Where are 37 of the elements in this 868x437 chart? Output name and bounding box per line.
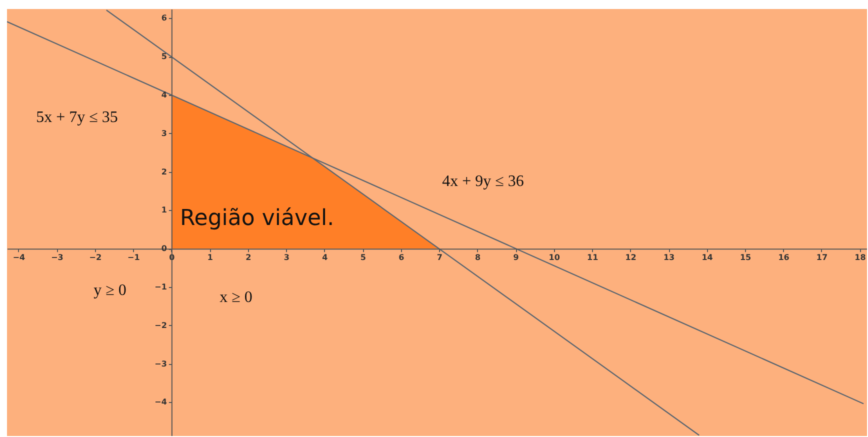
y-tick-label: 1 bbox=[161, 206, 168, 215]
x-tick-label: 1 bbox=[207, 253, 214, 262]
x-tick-label: −4 bbox=[12, 253, 26, 262]
x-tick-label: 15 bbox=[740, 253, 752, 262]
annotation: y ≥ 0 bbox=[94, 282, 126, 299]
x-tick-label: 14 bbox=[702, 253, 714, 262]
y-tick-label: −3 bbox=[154, 359, 167, 368]
annotation: 4x + 9y ≤ 36 bbox=[442, 173, 524, 190]
y-tick-label: 3 bbox=[161, 128, 167, 138]
annotation: 5x + 7y ≤ 35 bbox=[36, 109, 118, 126]
y-tick-label: 6 bbox=[161, 14, 168, 23]
x-tick-label: 18 bbox=[854, 253, 866, 262]
x-tick-label: 6 bbox=[398, 253, 405, 262]
x-tick-label: 17 bbox=[816, 253, 828, 262]
y-tick-label: −2 bbox=[154, 320, 167, 330]
x-tick-label: 13 bbox=[663, 253, 675, 262]
annotation: Região viável. bbox=[180, 206, 334, 231]
y-tick-label: −1 bbox=[154, 282, 168, 292]
annotation: x ≥ 0 bbox=[220, 289, 252, 306]
x-tick-label: 9 bbox=[513, 253, 520, 262]
x-tick-label: 11 bbox=[586, 253, 599, 262]
x-tick-label: 5 bbox=[360, 253, 366, 262]
y-tick-label: 4 bbox=[161, 90, 168, 100]
x-tick-label: 7 bbox=[436, 253, 442, 262]
x-tick-label: −1 bbox=[128, 253, 140, 262]
x-tick-label: 4 bbox=[322, 253, 328, 262]
y-tick-label: −4 bbox=[154, 398, 168, 407]
x-tick-label: 3 bbox=[284, 253, 290, 262]
x-tick-label: −3 bbox=[51, 253, 64, 262]
y-tick-label: 2 bbox=[161, 167, 167, 176]
x-tick-label: 8 bbox=[475, 253, 482, 262]
x-tick-label: 2 bbox=[246, 253, 252, 262]
x-tick-label: 10 bbox=[548, 253, 560, 262]
x-tick-label: −2 bbox=[89, 253, 102, 262]
y-tick-label: 5 bbox=[161, 52, 168, 62]
x-tick-label: 16 bbox=[778, 253, 790, 262]
x-tick-label: 12 bbox=[625, 253, 636, 262]
